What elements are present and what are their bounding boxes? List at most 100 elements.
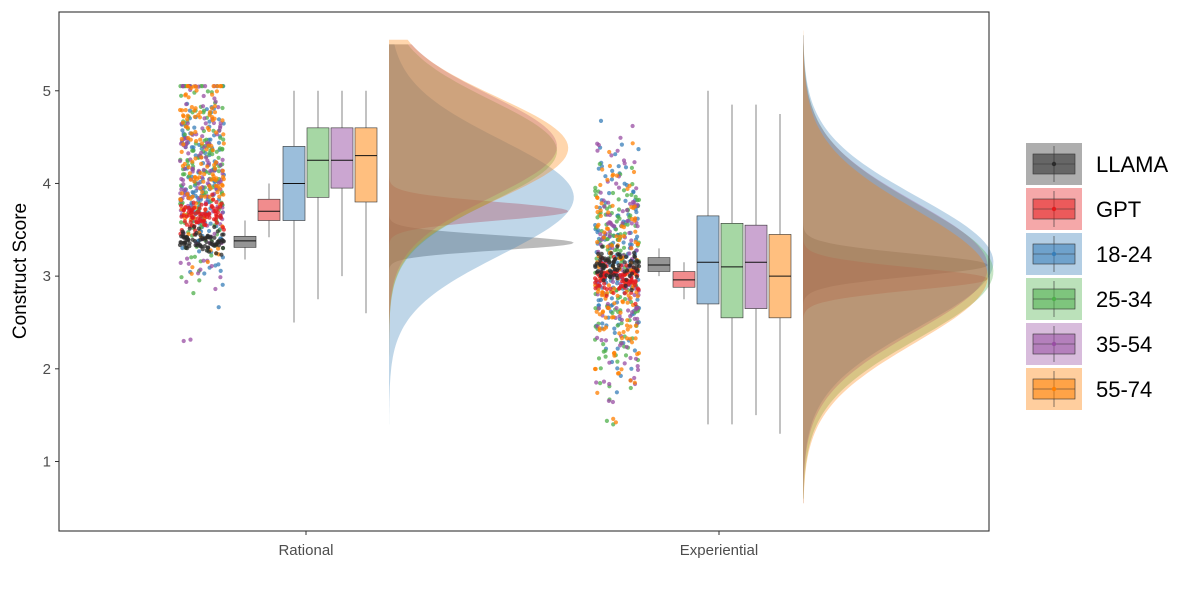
point-experiential-llama	[627, 263, 632, 268]
box	[696, 215, 720, 305]
point-rational-35-54	[199, 150, 204, 155]
legend-label-gpt: GPT	[1096, 197, 1141, 222]
point-experiential-35-54	[609, 153, 614, 158]
point-rational-35-54	[216, 105, 221, 110]
point-experiential-35-54	[606, 398, 612, 403]
box	[330, 127, 354, 189]
point-rational-35-54	[202, 116, 207, 121]
point-experiential-55-74	[635, 241, 641, 246]
point-experiential-llama	[611, 260, 616, 265]
point-experiential-llama	[608, 274, 613, 279]
point-experiential-55-74	[593, 366, 598, 372]
point-experiential-55-74	[628, 324, 633, 329]
boxplot-experiential-llama	[647, 248, 671, 277]
point-experiential-55-74	[629, 340, 635, 345]
point-rational-55-74	[207, 110, 213, 115]
point-rational-llama	[190, 237, 195, 242]
point-experiential-55-74	[603, 325, 609, 330]
point-experiential-55-74	[624, 323, 630, 328]
point-rational-gpt	[195, 216, 200, 221]
point-experiential-gpt	[622, 291, 627, 296]
point-experiential-25-34	[595, 215, 600, 220]
point-experiential-35-54	[632, 375, 637, 381]
point-experiential-18-24	[609, 296, 615, 301]
point-experiential-18-24	[596, 303, 602, 308]
point-rational-18-24	[180, 128, 185, 133]
point-rational-18-24	[216, 117, 222, 122]
point-rational-55-74	[193, 129, 198, 135]
point-rational-55-74	[189, 105, 194, 110]
point-experiential-55-74	[633, 336, 638, 341]
point-rational-55-74	[211, 84, 216, 89]
x-tick-label-experiential: Experiential	[680, 542, 758, 559]
point-rational-55-74	[201, 179, 206, 184]
point-rational-55-74	[213, 166, 218, 171]
point-experiential-llama	[615, 244, 620, 249]
point-experiential-55-74	[607, 149, 612, 155]
point-rational-llama	[181, 235, 186, 240]
point-experiential-llama	[634, 274, 639, 279]
point-rational-55-74	[185, 84, 190, 89]
point-rational-55-74	[205, 259, 210, 265]
point-rational-35-54	[186, 151, 191, 156]
point-rational-55-74	[214, 176, 219, 181]
point-experiential-55-74	[621, 234, 627, 239]
point-experiential-35-54	[628, 201, 633, 206]
point-experiential-25-34	[604, 418, 610, 423]
point-experiential-55-74	[617, 331, 622, 336]
y-axis-title: Construct Score	[10, 203, 31, 339]
point-rational-gpt	[211, 197, 216, 202]
point-experiential-25-34	[614, 337, 619, 342]
point-rational-gpt	[195, 209, 201, 214]
point-experiential-55-74	[633, 229, 638, 234]
point-experiential-llama	[627, 273, 632, 279]
point-rational-25-34	[201, 110, 206, 115]
legend-item-18-24: 18-24	[1026, 233, 1152, 275]
point-rational-55-74	[193, 175, 198, 180]
point-rational-55-74	[178, 107, 183, 113]
point-experiential-55-74	[628, 378, 633, 383]
point-rational-gpt	[203, 223, 208, 228]
point-experiential-25-34	[601, 349, 606, 354]
point-rational-25-34	[214, 149, 219, 154]
point-rational-18-24	[207, 228, 212, 234]
point-rational-gpt	[178, 203, 184, 208]
point-rational-llama	[198, 233, 203, 238]
point-rational-55-74	[186, 135, 191, 141]
density-rational-gpt	[389, 137, 569, 286]
point-experiential-25-34	[601, 342, 606, 347]
point-rational-gpt	[214, 220, 219, 225]
point-experiential-35-54	[635, 316, 640, 321]
point-rational-55-74	[183, 92, 188, 97]
point-experiential-55-74	[617, 238, 622, 243]
point-rational-18-24	[218, 268, 223, 273]
point-experiential-35-54	[629, 221, 634, 226]
point-rational-gpt	[181, 213, 186, 218]
point-experiential-55-74	[628, 295, 633, 301]
box	[720, 223, 744, 319]
point-rational-35-54	[200, 134, 205, 139]
y-tick-label: 4	[43, 175, 51, 192]
point-rational-35-54	[213, 99, 218, 104]
point-experiential-35-54	[622, 361, 627, 366]
point-experiential-35-54	[619, 341, 624, 346]
point-experiential-llama	[600, 244, 605, 249]
point-experiential-35-54	[630, 310, 635, 315]
point-rational-25-34	[192, 254, 197, 259]
box	[233, 235, 257, 248]
y-tick-label: 1	[43, 453, 51, 470]
point-experiential-35-54	[614, 306, 619, 311]
point-rational-gpt	[199, 202, 204, 207]
point-rational-55-74	[210, 92, 215, 97]
point-experiential-55-74	[595, 240, 600, 245]
point-rational-25-34	[182, 132, 187, 137]
point-experiential-18-24	[619, 142, 625, 147]
legend-label-llama: LLAMA	[1096, 152, 1168, 177]
y-tick-label: 3	[43, 268, 51, 285]
point-rational-gpt	[213, 217, 218, 222]
point-rational-35-54	[188, 337, 193, 342]
point-rational-35-54	[196, 271, 201, 276]
point-rational-35-54	[196, 181, 201, 186]
point-experiential-55-74	[614, 234, 619, 239]
point-rational-llama	[194, 230, 199, 236]
